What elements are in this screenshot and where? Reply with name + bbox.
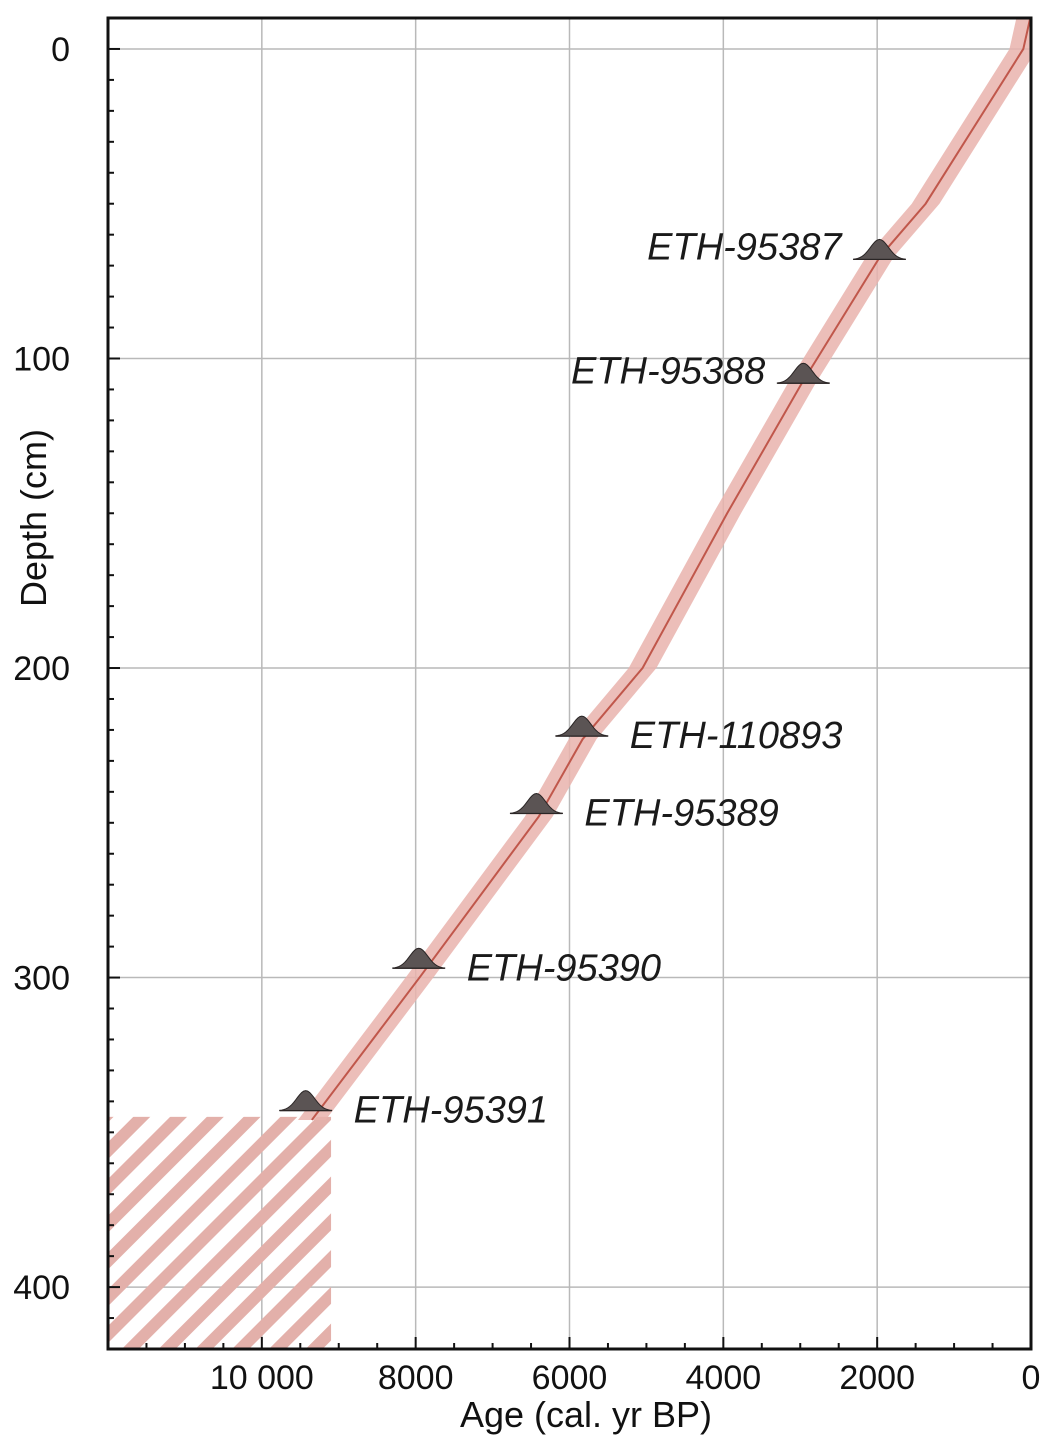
- date-distribution-ETH-95388: [776, 362, 830, 384]
- date-label-ETH-110893: ETH-110893: [630, 715, 843, 757]
- age-model-band: [297, 18, 1031, 1120]
- date-label-ETH-95390: ETH-95390: [467, 947, 661, 989]
- date-label-ETH-95389: ETH-95389: [584, 793, 778, 835]
- y-tick-label: 0: [51, 31, 70, 69]
- date-distribution-ETH-95391: [279, 1090, 333, 1112]
- age-model-median-line: [311, 18, 1031, 1121]
- x-tick-label: 2000: [839, 1359, 915, 1397]
- x-tick-label: 10 000: [210, 1359, 314, 1397]
- x-tick-label: 0: [1022, 1359, 1041, 1397]
- y-tick-label: 100: [13, 340, 70, 378]
- x-axis-title: Age (cal. yr BP): [460, 1394, 712, 1435]
- date-distribution-ETH-95389: [509, 792, 563, 815]
- date-distribution-ETH-95387: [852, 238, 906, 260]
- date-label-ETH-95391: ETH-95391: [354, 1090, 548, 1132]
- y-tick-label: 200: [13, 650, 70, 688]
- date-label-ETH-95387: ETH-95387: [647, 226, 843, 268]
- date-label-ETH-95388: ETH-95388: [571, 350, 765, 392]
- date-distribution-ETH-95390: [392, 947, 446, 969]
- hatched-region: [108, 1116, 332, 1349]
- x-tick-label: 8000: [378, 1359, 454, 1397]
- x-tick-label: 6000: [532, 1359, 608, 1397]
- y-axis-title: Depth (cm): [13, 429, 54, 607]
- y-tick-label: 400: [13, 1269, 70, 1307]
- y-tick-label: 300: [13, 960, 70, 998]
- x-tick-label: 4000: [686, 1359, 762, 1397]
- date-distribution-ETH-110893: [555, 715, 609, 737]
